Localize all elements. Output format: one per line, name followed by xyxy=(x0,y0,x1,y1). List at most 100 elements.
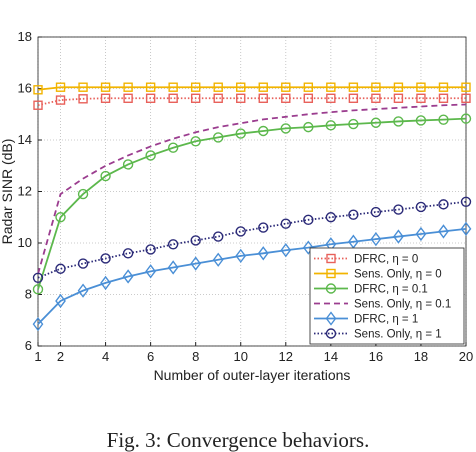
marker xyxy=(325,328,337,339)
x-tick-label: 1 xyxy=(34,349,41,364)
marker xyxy=(348,209,359,220)
marker xyxy=(348,82,359,92)
marker xyxy=(325,283,337,294)
marker xyxy=(100,93,111,103)
marker xyxy=(123,93,133,103)
marker xyxy=(212,252,224,267)
marker xyxy=(122,248,134,259)
marker xyxy=(33,100,43,110)
marker xyxy=(33,85,43,95)
marker xyxy=(438,224,449,239)
x-tick-label: 8 xyxy=(192,349,199,364)
marker xyxy=(348,93,359,103)
marker xyxy=(258,222,269,233)
marker xyxy=(370,206,382,218)
marker xyxy=(348,118,359,130)
marker xyxy=(326,82,336,92)
marker xyxy=(416,93,426,103)
marker xyxy=(55,212,66,223)
marker xyxy=(55,263,66,274)
y-tick-label: 16 xyxy=(18,81,32,96)
marker xyxy=(190,82,201,92)
marker xyxy=(236,93,246,103)
series-line xyxy=(37,103,467,275)
marker xyxy=(303,121,314,133)
marker xyxy=(281,93,291,103)
marker xyxy=(460,221,472,237)
marker xyxy=(100,170,111,182)
marker xyxy=(145,244,156,255)
x-tick-label: 14 xyxy=(324,349,338,364)
marker xyxy=(190,256,202,271)
marker xyxy=(213,93,223,103)
marker xyxy=(236,82,246,92)
marker xyxy=(438,82,449,92)
marker xyxy=(415,201,427,213)
marker xyxy=(100,275,111,291)
marker xyxy=(393,82,404,92)
marker xyxy=(303,214,314,226)
marker xyxy=(190,93,201,103)
marker xyxy=(438,93,449,103)
marker xyxy=(123,82,133,92)
marker xyxy=(77,188,89,200)
marker xyxy=(370,231,382,247)
marker xyxy=(461,93,471,103)
marker xyxy=(77,283,89,298)
x-tick-label: 6 xyxy=(147,349,154,364)
x-tick-label: 10 xyxy=(234,349,248,364)
x-tick-label: 12 xyxy=(279,349,293,364)
marker xyxy=(258,125,269,137)
marker xyxy=(190,235,201,246)
marker xyxy=(190,136,201,147)
legend: DFRC, η = 0 Sens. Only, η = 0 DFRC, η = 0.… xyxy=(309,247,465,345)
y-tick-label: 6 xyxy=(25,338,32,353)
marker xyxy=(32,284,44,295)
marker xyxy=(257,246,269,261)
marker xyxy=(55,293,66,309)
marker xyxy=(326,268,336,279)
marker xyxy=(416,82,426,92)
marker xyxy=(325,120,337,131)
x-tick-label: 18 xyxy=(414,349,428,364)
marker xyxy=(78,94,88,104)
marker xyxy=(280,123,291,134)
marker xyxy=(302,240,314,255)
marker xyxy=(145,82,156,92)
legend-label: Sens. Only, η = 0 xyxy=(354,269,442,281)
y-axis-label: Radar SINR (dB) xyxy=(0,139,15,245)
y-tick-label: 18 xyxy=(18,29,32,44)
marker xyxy=(55,95,66,105)
marker xyxy=(213,231,224,242)
marker xyxy=(371,93,381,103)
marker xyxy=(32,272,44,283)
x-tick-label: 16 xyxy=(369,349,383,364)
caption: Fig. 3: Convergence behaviors. xyxy=(107,428,370,452)
marker xyxy=(393,116,404,127)
marker xyxy=(122,269,134,284)
marker xyxy=(235,248,247,264)
marker xyxy=(438,114,449,125)
y-tick-label: 12 xyxy=(18,184,32,199)
y-tick-label: 10 xyxy=(18,235,32,250)
x-axis-label: Number of outer-layer iterations xyxy=(154,367,351,383)
marker xyxy=(325,212,337,223)
marker xyxy=(122,159,134,170)
marker xyxy=(167,260,179,275)
marker xyxy=(55,82,66,92)
marker xyxy=(393,93,404,103)
marker xyxy=(77,258,89,269)
marker xyxy=(281,82,291,92)
x-tick-label: 2 xyxy=(57,349,64,364)
marker xyxy=(168,93,178,103)
marker xyxy=(415,226,427,242)
marker xyxy=(326,93,336,103)
marker xyxy=(168,82,178,92)
marker xyxy=(145,150,156,161)
marker xyxy=(326,253,336,264)
marker xyxy=(371,82,381,92)
marker xyxy=(32,316,44,332)
marker xyxy=(167,239,179,250)
y-tick-label: 14 xyxy=(18,132,32,147)
